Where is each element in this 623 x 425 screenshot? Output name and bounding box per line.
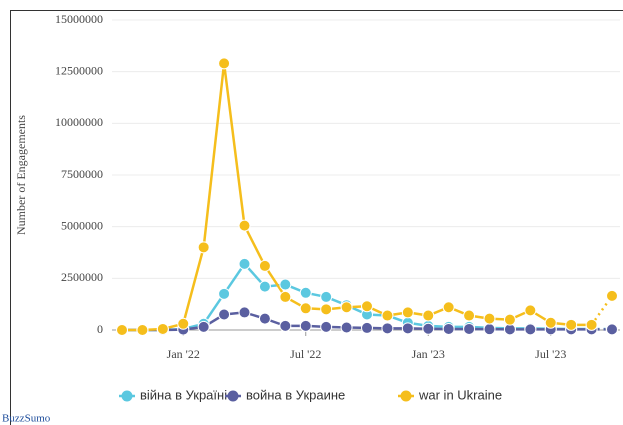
data-point xyxy=(258,312,271,325)
data-point xyxy=(177,317,190,330)
y-tick-label: 2500000 xyxy=(61,270,103,284)
data-point xyxy=(422,309,435,322)
y-tick-label: 12500000 xyxy=(55,63,103,77)
legend-label: war in Ukraine xyxy=(418,387,502,402)
x-tick-label: Jul '23 xyxy=(535,347,566,361)
data-point xyxy=(238,306,251,319)
x-tick-label: Jul '22 xyxy=(290,347,321,361)
data-point xyxy=(320,303,333,316)
data-point xyxy=(258,280,271,293)
data-point xyxy=(238,219,251,232)
y-tick-label: 0 xyxy=(97,322,103,336)
data-point xyxy=(218,287,231,300)
data-point xyxy=(218,57,231,70)
source-link[interactable]: BuzzSumo xyxy=(2,413,51,425)
data-point xyxy=(279,278,292,291)
data-point xyxy=(136,324,149,336)
series-line xyxy=(122,63,592,332)
data-point xyxy=(606,323,618,336)
frame xyxy=(10,10,623,425)
data-point xyxy=(299,302,312,315)
data-point xyxy=(463,309,476,322)
legend-marker xyxy=(121,390,133,402)
data-point xyxy=(320,290,333,303)
data-point xyxy=(258,259,271,272)
data-point xyxy=(544,316,557,329)
legend-label: война в Украине xyxy=(246,387,345,402)
data-point xyxy=(606,289,618,302)
data-point xyxy=(565,318,578,331)
data-point xyxy=(483,323,496,336)
y-tick-label: 10000000 xyxy=(55,115,103,129)
data-point xyxy=(238,257,251,270)
data-point xyxy=(361,300,373,313)
data-point xyxy=(340,301,353,314)
y-tick-label: 5000000 xyxy=(61,218,103,232)
y-tick-label: 7500000 xyxy=(61,167,103,181)
data-point xyxy=(585,318,598,331)
data-point xyxy=(116,324,128,336)
data-point xyxy=(156,322,169,335)
y-tick-label: 15000000 xyxy=(55,12,103,26)
data-point xyxy=(340,321,353,334)
series-line xyxy=(122,261,592,332)
data-point xyxy=(197,320,210,333)
data-point xyxy=(218,308,231,321)
y-axis-label: Number of Engagements xyxy=(14,115,28,235)
data-point xyxy=(381,309,394,322)
data-point xyxy=(524,304,537,317)
data-point xyxy=(524,323,537,336)
x-tick-label: Jan '22 xyxy=(167,347,200,361)
data-point xyxy=(320,320,333,333)
legend-marker xyxy=(227,390,239,402)
data-point xyxy=(401,306,414,319)
legend-marker xyxy=(400,390,412,402)
data-point xyxy=(442,322,455,335)
data-point xyxy=(463,322,476,335)
data-point xyxy=(422,322,435,335)
data-point xyxy=(381,322,394,335)
data-point xyxy=(279,290,292,303)
data-point xyxy=(197,241,210,254)
x-tick-label: Jan '23 xyxy=(412,347,445,361)
data-point xyxy=(483,312,496,325)
data-point xyxy=(442,301,455,314)
data-point xyxy=(299,286,312,299)
legend-label: війна в Україні xyxy=(140,387,227,402)
data-point xyxy=(279,319,292,332)
data-point xyxy=(299,319,312,332)
data-point xyxy=(401,322,414,335)
data-point xyxy=(361,321,373,334)
data-point xyxy=(503,313,516,326)
